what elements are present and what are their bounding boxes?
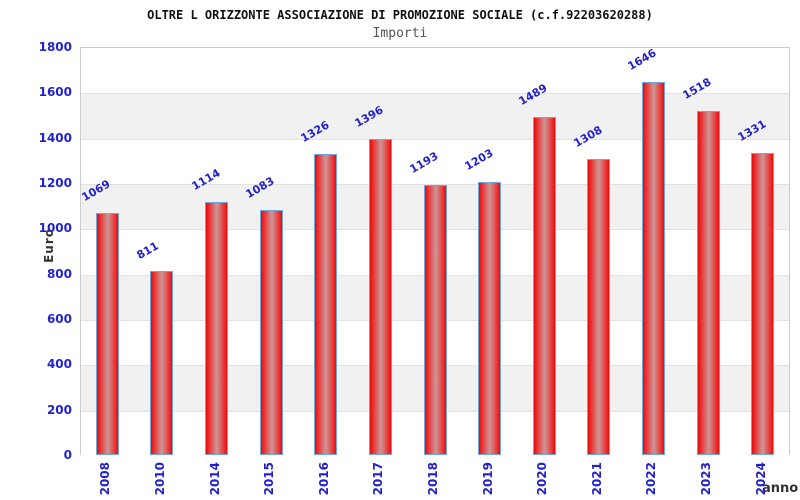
- bar-2017: [368, 138, 392, 455]
- y-tick-label: 1200: [38, 176, 72, 190]
- y-tick-label: 0: [63, 448, 72, 462]
- bar-2018: [423, 184, 447, 455]
- y-tick-label: 200: [46, 402, 72, 417]
- x-tick-label: 2008: [98, 462, 113, 496]
- bar-2010: [150, 271, 174, 455]
- y-tick-label: 1800: [38, 40, 72, 54]
- bar-2019: [478, 182, 502, 455]
- bar-2022: [641, 81, 665, 455]
- bar-2020: [532, 117, 556, 455]
- x-tick-label: 2024: [753, 462, 768, 496]
- x-tick-label: 2014: [207, 462, 222, 496]
- bar-2021: [587, 158, 611, 455]
- plot-band: [81, 48, 789, 94]
- x-tick-label: 2022: [644, 462, 659, 496]
- x-tick-label: 2015: [262, 462, 277, 496]
- chart-title: OLTRE L ORIZZONTE ASSOCIAZIONE DI PROMOZ…: [147, 8, 653, 22]
- x-axis-title: anno: [762, 481, 799, 496]
- gridline: [81, 184, 789, 185]
- gridline: [81, 138, 789, 140]
- y-tick-label: 800: [46, 266, 72, 281]
- x-tick-label: 2021: [589, 462, 604, 496]
- plot-band: [81, 138, 789, 184]
- bar-2024: [751, 153, 775, 455]
- x-tick-label: 2018: [426, 462, 440, 496]
- bar-2023: [696, 110, 720, 455]
- y-tick-label: 1000: [38, 221, 72, 236]
- x-tick-label: 2019: [480, 462, 495, 496]
- chart-subtitle: Importi: [372, 26, 428, 41]
- bar-2016: [314, 154, 338, 455]
- y-tick-label: 1400: [38, 130, 72, 145]
- bar-2014: [205, 202, 229, 455]
- y-tick-label: 400: [46, 357, 72, 372]
- x-tick-label: 2010: [152, 462, 167, 496]
- bar-2008: [95, 212, 119, 455]
- x-tick-label: 2017: [371, 462, 386, 496]
- plot-band: [81, 93, 789, 139]
- bar-2015: [259, 209, 283, 455]
- x-tick-label: 2023: [699, 462, 714, 496]
- y-tick-label: 1600: [38, 85, 72, 100]
- x-tick-label: 2016: [316, 462, 331, 496]
- y-tick-label: 600: [46, 312, 72, 326]
- x-tick-label: 2020: [535, 462, 550, 496]
- plot-area: [80, 47, 790, 456]
- gridline: [81, 93, 789, 95]
